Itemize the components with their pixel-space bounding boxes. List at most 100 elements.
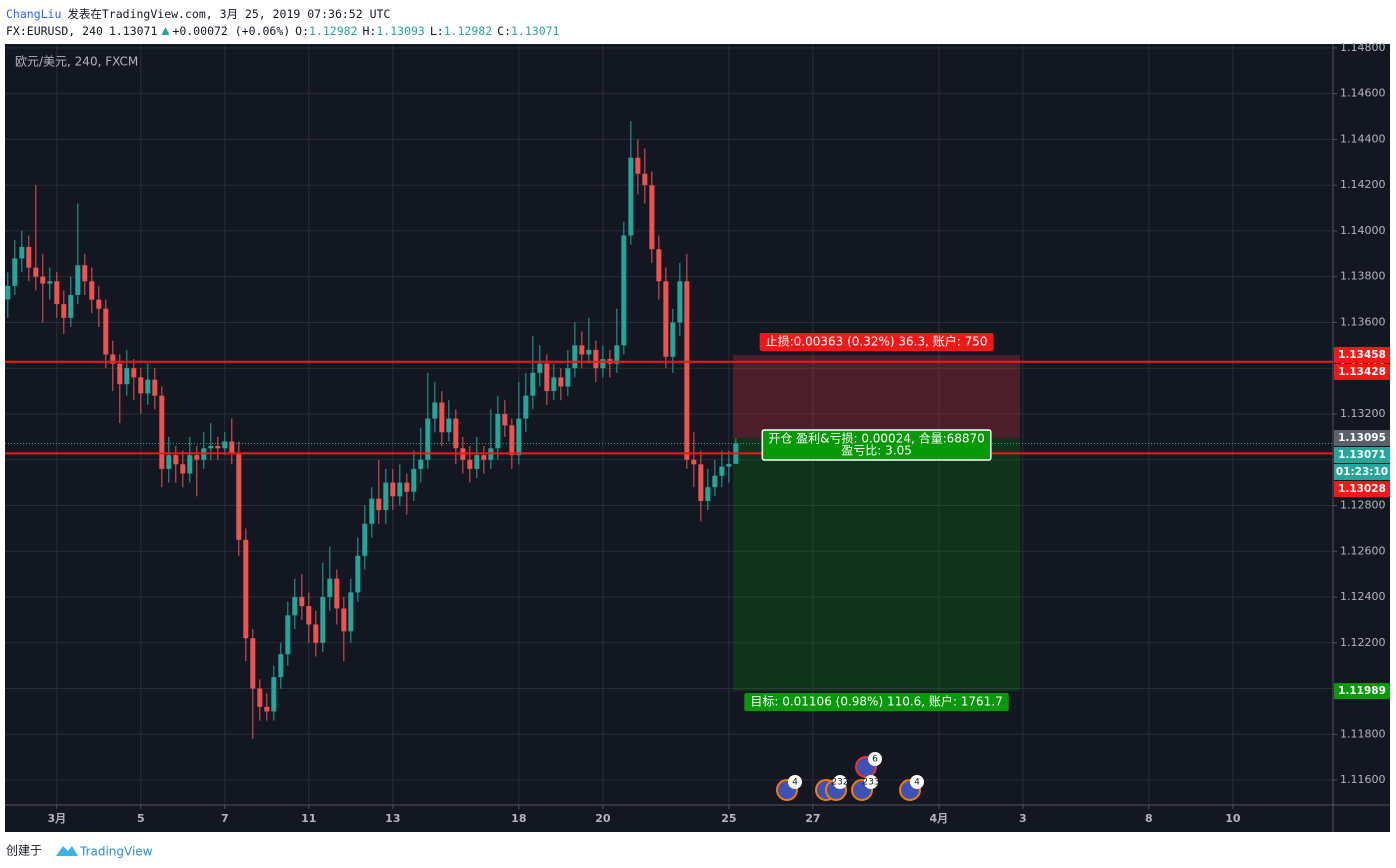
label-box xyxy=(744,693,1009,712)
chart-legend: 欧元/美元, 240, FXCM xyxy=(15,55,138,69)
candle-body xyxy=(278,654,284,678)
candle-body xyxy=(138,377,144,394)
label-text: 盈亏比: 3.05 xyxy=(841,443,912,457)
last: 1.13071 xyxy=(109,24,158,38)
candle-body xyxy=(565,368,571,387)
candle-body xyxy=(432,402,438,419)
event-badge xyxy=(833,775,847,789)
price-tag-text: 1.13095 xyxy=(1338,432,1386,444)
candle-body xyxy=(362,523,368,556)
event-badge xyxy=(910,775,924,789)
candle-body xyxy=(68,294,74,318)
candle-body xyxy=(229,441,235,453)
event-count: 4 xyxy=(914,778,920,788)
candle-body xyxy=(285,615,291,655)
candle-body xyxy=(257,688,263,707)
y-tick-label: 1.12800 xyxy=(1340,498,1386,511)
plot xyxy=(5,121,1021,739)
x-tick-label: 5 xyxy=(137,812,145,825)
candle-body xyxy=(558,377,564,387)
candle-body xyxy=(656,249,662,282)
candle-body xyxy=(530,372,536,396)
label-text: 开仓 盈利&亏损: 0.00024, 合量:68870 xyxy=(768,430,985,445)
candle-body xyxy=(152,379,158,396)
stop-zone xyxy=(733,354,1021,438)
candle-body xyxy=(614,345,620,364)
candle-body xyxy=(544,363,550,392)
candle-body xyxy=(677,281,683,323)
y-tick-label: 1.13600 xyxy=(1340,315,1386,328)
ohlc-value: 1.13071 xyxy=(511,24,560,38)
price-tag-text: 01:23:10 xyxy=(1336,466,1388,478)
candle-body xyxy=(404,482,410,492)
candle-body xyxy=(719,466,725,476)
ohlc-value: 1.12982 xyxy=(309,24,357,38)
event-badge xyxy=(788,775,802,789)
candle-body xyxy=(26,246,32,268)
ohlc-label: C: xyxy=(497,24,511,38)
price-tag xyxy=(1334,446,1390,463)
candle-body xyxy=(334,578,340,609)
candle-body xyxy=(467,459,473,469)
candle-body xyxy=(621,235,627,346)
candle-body xyxy=(495,413,501,449)
position-label: 目标: 0.01106 (0.98%) 110.6, 账户: 1761.7 xyxy=(744,693,1009,712)
candle-body xyxy=(173,455,179,465)
candle-body xyxy=(663,281,669,357)
candle-body xyxy=(649,185,655,250)
x-tick-label: 27 xyxy=(805,812,820,825)
candle-body xyxy=(61,304,67,318)
x-tick-label: 4月 xyxy=(930,812,949,825)
x-tick-label: 25 xyxy=(721,812,736,825)
footer-created: 创建于 xyxy=(6,844,42,858)
candle-body xyxy=(425,418,431,460)
price-tag-text: 1.13071 xyxy=(1338,449,1386,461)
candle-body xyxy=(96,299,102,309)
label-text: 目标: 0.01106 (0.98%) 110.6, 账户: 1761.7 xyxy=(750,694,1002,709)
ohlc-value: 1.12982 xyxy=(444,24,492,38)
candle-body xyxy=(698,464,704,501)
price-tag xyxy=(1334,463,1390,480)
candle-body xyxy=(145,379,151,394)
candle-body xyxy=(124,368,130,385)
candle-body xyxy=(208,446,214,449)
candle-body xyxy=(159,395,165,469)
candle-body xyxy=(383,482,389,511)
candle-body xyxy=(684,281,690,460)
grid xyxy=(5,44,1337,809)
candle-body xyxy=(89,281,95,300)
label-text: 止损:0.00363 (0.32%) 36.3, 账户: 750 xyxy=(766,333,988,348)
candle-body xyxy=(299,597,305,607)
price-tag xyxy=(1334,363,1390,380)
change: +0.00072 (+0.06%) xyxy=(172,24,290,38)
candle-body xyxy=(691,459,697,465)
candle-body xyxy=(341,608,347,632)
candle-body xyxy=(439,402,445,433)
candle-body xyxy=(292,597,298,616)
candle-body xyxy=(12,258,18,286)
candle-body xyxy=(82,265,88,282)
candle-body xyxy=(509,425,515,456)
candle-body xyxy=(481,455,487,460)
price-tag xyxy=(1334,429,1390,446)
candle-body xyxy=(390,482,396,497)
event-count: 232 xyxy=(831,778,848,788)
label-box xyxy=(761,429,992,461)
candle-body xyxy=(313,624,319,643)
overlay: 止损:0.00363 (0.32%) 36.3, 账户: 750 开仓 盈利&亏损… xyxy=(5,332,1333,801)
candle-body xyxy=(453,418,459,449)
up-arrow xyxy=(161,27,170,35)
x-tick-label: 20 xyxy=(595,812,611,825)
price-tag xyxy=(1334,480,1390,497)
candle-body xyxy=(33,267,39,277)
candle-body xyxy=(320,597,326,643)
y-tick-label: 1.14600 xyxy=(1340,87,1386,100)
y-tick-label: 1.11800 xyxy=(1340,727,1386,740)
candle-body xyxy=(250,638,256,689)
candle-body xyxy=(47,281,53,284)
x-tick-label: 18 xyxy=(511,812,526,825)
event-count: 4 xyxy=(792,778,798,788)
candle-body xyxy=(264,706,270,712)
